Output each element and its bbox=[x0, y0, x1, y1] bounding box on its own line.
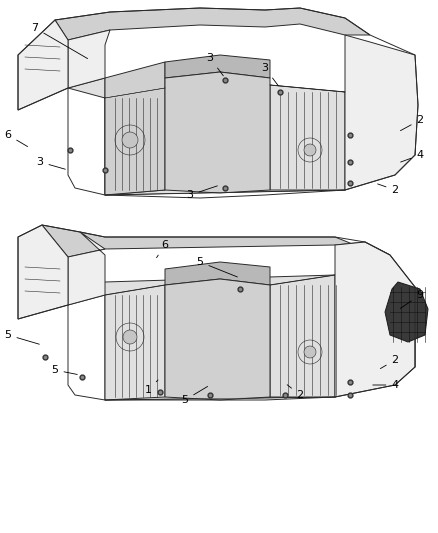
Text: 5: 5 bbox=[4, 330, 39, 344]
Polygon shape bbox=[105, 285, 165, 400]
Polygon shape bbox=[68, 275, 415, 400]
Polygon shape bbox=[165, 279, 270, 400]
Text: 4: 4 bbox=[401, 150, 424, 162]
Text: 2: 2 bbox=[287, 385, 304, 400]
Polygon shape bbox=[105, 88, 165, 195]
Polygon shape bbox=[42, 225, 390, 257]
Text: 9: 9 bbox=[400, 290, 424, 309]
Text: 6: 6 bbox=[4, 130, 28, 147]
Circle shape bbox=[123, 330, 137, 344]
Circle shape bbox=[122, 132, 138, 148]
Text: 3: 3 bbox=[206, 53, 223, 76]
Polygon shape bbox=[345, 35, 418, 190]
Polygon shape bbox=[68, 232, 105, 305]
Text: 2: 2 bbox=[380, 355, 399, 369]
Text: 3: 3 bbox=[36, 157, 65, 169]
Text: 1: 1 bbox=[145, 380, 158, 395]
Polygon shape bbox=[165, 262, 270, 285]
Text: 5: 5 bbox=[52, 365, 77, 375]
Text: 6: 6 bbox=[156, 240, 169, 257]
Polygon shape bbox=[335, 242, 415, 397]
Polygon shape bbox=[165, 55, 270, 78]
Text: 5: 5 bbox=[181, 386, 208, 405]
Polygon shape bbox=[165, 72, 270, 193]
Circle shape bbox=[304, 346, 316, 358]
Polygon shape bbox=[18, 225, 68, 319]
Polygon shape bbox=[68, 30, 110, 88]
Text: 2: 2 bbox=[378, 184, 399, 195]
Text: 7: 7 bbox=[32, 23, 88, 59]
Text: 2: 2 bbox=[400, 115, 424, 131]
Polygon shape bbox=[18, 20, 68, 110]
Polygon shape bbox=[55, 8, 370, 40]
Circle shape bbox=[304, 144, 316, 156]
Polygon shape bbox=[385, 282, 428, 342]
Text: 5: 5 bbox=[197, 257, 237, 277]
Polygon shape bbox=[270, 85, 345, 190]
Text: 3: 3 bbox=[187, 186, 217, 200]
Polygon shape bbox=[270, 275, 335, 397]
Text: 4: 4 bbox=[373, 380, 399, 390]
Polygon shape bbox=[68, 78, 415, 195]
Polygon shape bbox=[105, 62, 165, 195]
Text: 3: 3 bbox=[261, 63, 278, 86]
